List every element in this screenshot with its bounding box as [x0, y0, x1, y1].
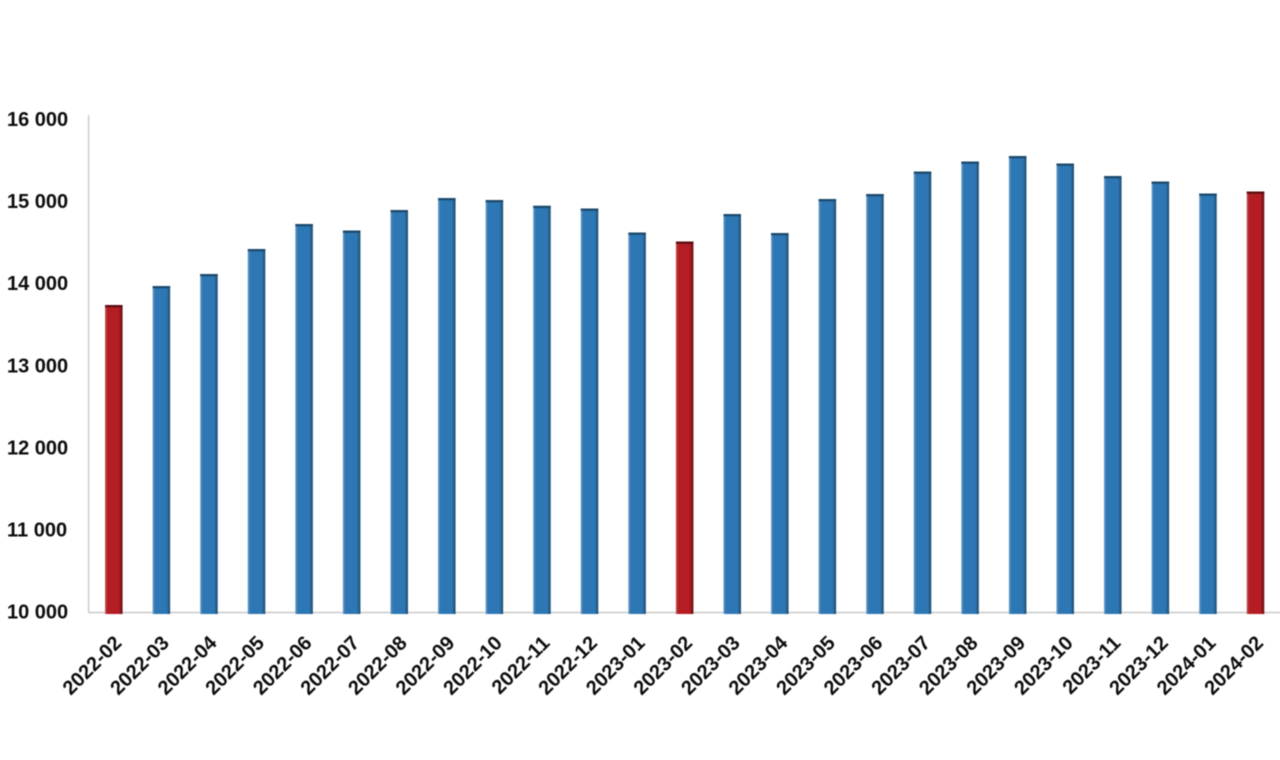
svg-text:12 000: 12 000: [7, 437, 68, 459]
svg-text:16 000: 16 000: [7, 109, 68, 131]
svg-text:11 000: 11 000: [7, 520, 67, 542]
svg-text:13 000: 13 000: [7, 355, 68, 377]
svg-text:14 000: 14 000: [7, 273, 68, 295]
svg-text:15 000: 15 000: [7, 191, 68, 213]
svg-text:10 000: 10 000: [7, 602, 68, 624]
